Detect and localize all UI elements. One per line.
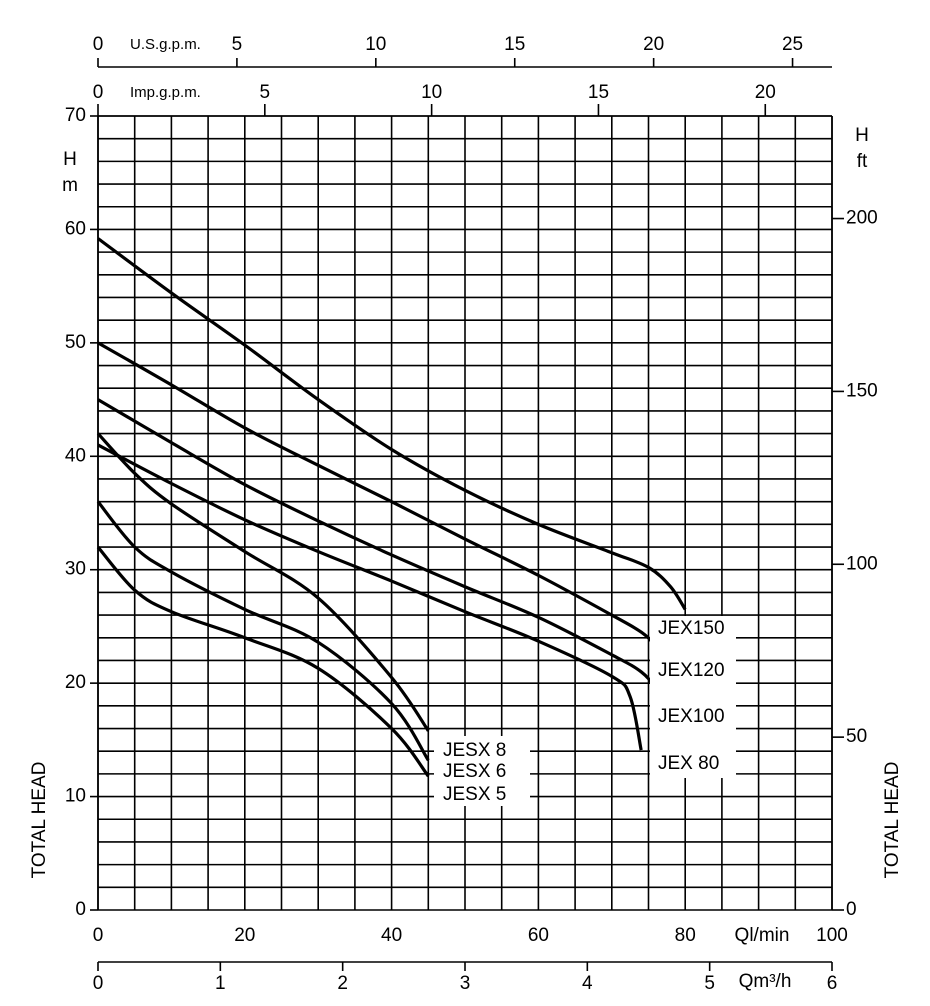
x-tick-label: 0 bbox=[93, 925, 104, 946]
curve-label: JESX 5 bbox=[443, 784, 506, 805]
side-label: TOTAL HEAD bbox=[29, 762, 50, 879]
curve-label: JEX150 bbox=[658, 618, 725, 639]
axis-tick-label: 5 bbox=[260, 82, 271, 103]
y2-tick-label: 0 bbox=[846, 899, 857, 920]
axis-tick-label: 10 bbox=[421, 82, 442, 103]
curve-label: JEX120 bbox=[658, 660, 725, 681]
y-tick-label: 30 bbox=[65, 559, 86, 580]
y-tick-label: 70 bbox=[65, 105, 86, 126]
y-tick-label: 0 bbox=[75, 899, 86, 920]
axis-tick-label: 1 bbox=[215, 973, 226, 994]
y2-tick-label: 200 bbox=[846, 208, 878, 229]
curve bbox=[96, 545, 430, 778]
y2-axis-label: H bbox=[855, 125, 869, 146]
bottom-axis-label: Qm³/h bbox=[739, 971, 792, 992]
x-tick-label: 80 bbox=[675, 925, 696, 946]
axis-tick-label: 0 bbox=[93, 34, 104, 55]
axis-tick-label: 10 bbox=[365, 34, 386, 55]
curve-label: JEX100 bbox=[658, 706, 725, 727]
axis-tick-label: 25 bbox=[782, 34, 803, 55]
curve bbox=[96, 432, 430, 732]
y-tick-label: 60 bbox=[65, 218, 86, 239]
y2-tick-label: 100 bbox=[846, 553, 878, 574]
axis-tick-label: 3 bbox=[460, 973, 471, 994]
x-tick-label: 60 bbox=[528, 925, 549, 946]
y-axis-unit: m bbox=[62, 175, 78, 196]
curve bbox=[97, 341, 672, 675]
curve-label: JEX 80 bbox=[658, 753, 719, 774]
y-axis-label: H bbox=[63, 149, 77, 170]
curve bbox=[96, 500, 430, 762]
axis-tick-label: 2 bbox=[337, 973, 348, 994]
top-axis-label: Imp.g.p.m. bbox=[130, 84, 201, 101]
curve bbox=[97, 237, 687, 611]
y-tick-label: 40 bbox=[65, 445, 86, 466]
x-axis-label: Ql/min bbox=[735, 925, 790, 946]
curve-label: JESX 8 bbox=[443, 740, 506, 761]
axis-tick-label: 15 bbox=[504, 34, 525, 55]
axis-tick-label: 6 bbox=[827, 973, 838, 994]
axis-tick-label: 0 bbox=[93, 82, 104, 103]
axis-tick-label: 20 bbox=[755, 82, 776, 103]
y2-axis-unit: ft bbox=[857, 151, 868, 172]
y2-tick-label: 150 bbox=[846, 380, 878, 401]
curves bbox=[96, 237, 687, 778]
curve bbox=[97, 398, 672, 716]
x-tick-label: 100 bbox=[816, 925, 848, 946]
axis-tick-label: 4 bbox=[582, 973, 593, 994]
curve-label: JESX 6 bbox=[443, 761, 506, 782]
axis-tick-label: 20 bbox=[643, 34, 664, 55]
label-box bbox=[434, 736, 530, 806]
curve bbox=[97, 443, 643, 751]
x-tick-label: 40 bbox=[381, 925, 402, 946]
top-axis-label: U.S.g.p.m. bbox=[130, 36, 201, 53]
axis-tick-label: 0 bbox=[93, 973, 104, 994]
x-tick-label: 20 bbox=[234, 925, 255, 946]
axis-tick-label: 15 bbox=[588, 82, 609, 103]
axis-tick-label: 5 bbox=[704, 973, 715, 994]
y-tick-label: 10 bbox=[65, 786, 86, 807]
y-tick-label: 50 bbox=[65, 332, 86, 353]
y-tick-label: 20 bbox=[65, 672, 86, 693]
axis-tick-label: 5 bbox=[232, 34, 243, 55]
y2-tick-label: 50 bbox=[846, 726, 867, 747]
label-box bbox=[650, 616, 736, 778]
side-label: TOTAL HEAD bbox=[882, 762, 903, 879]
